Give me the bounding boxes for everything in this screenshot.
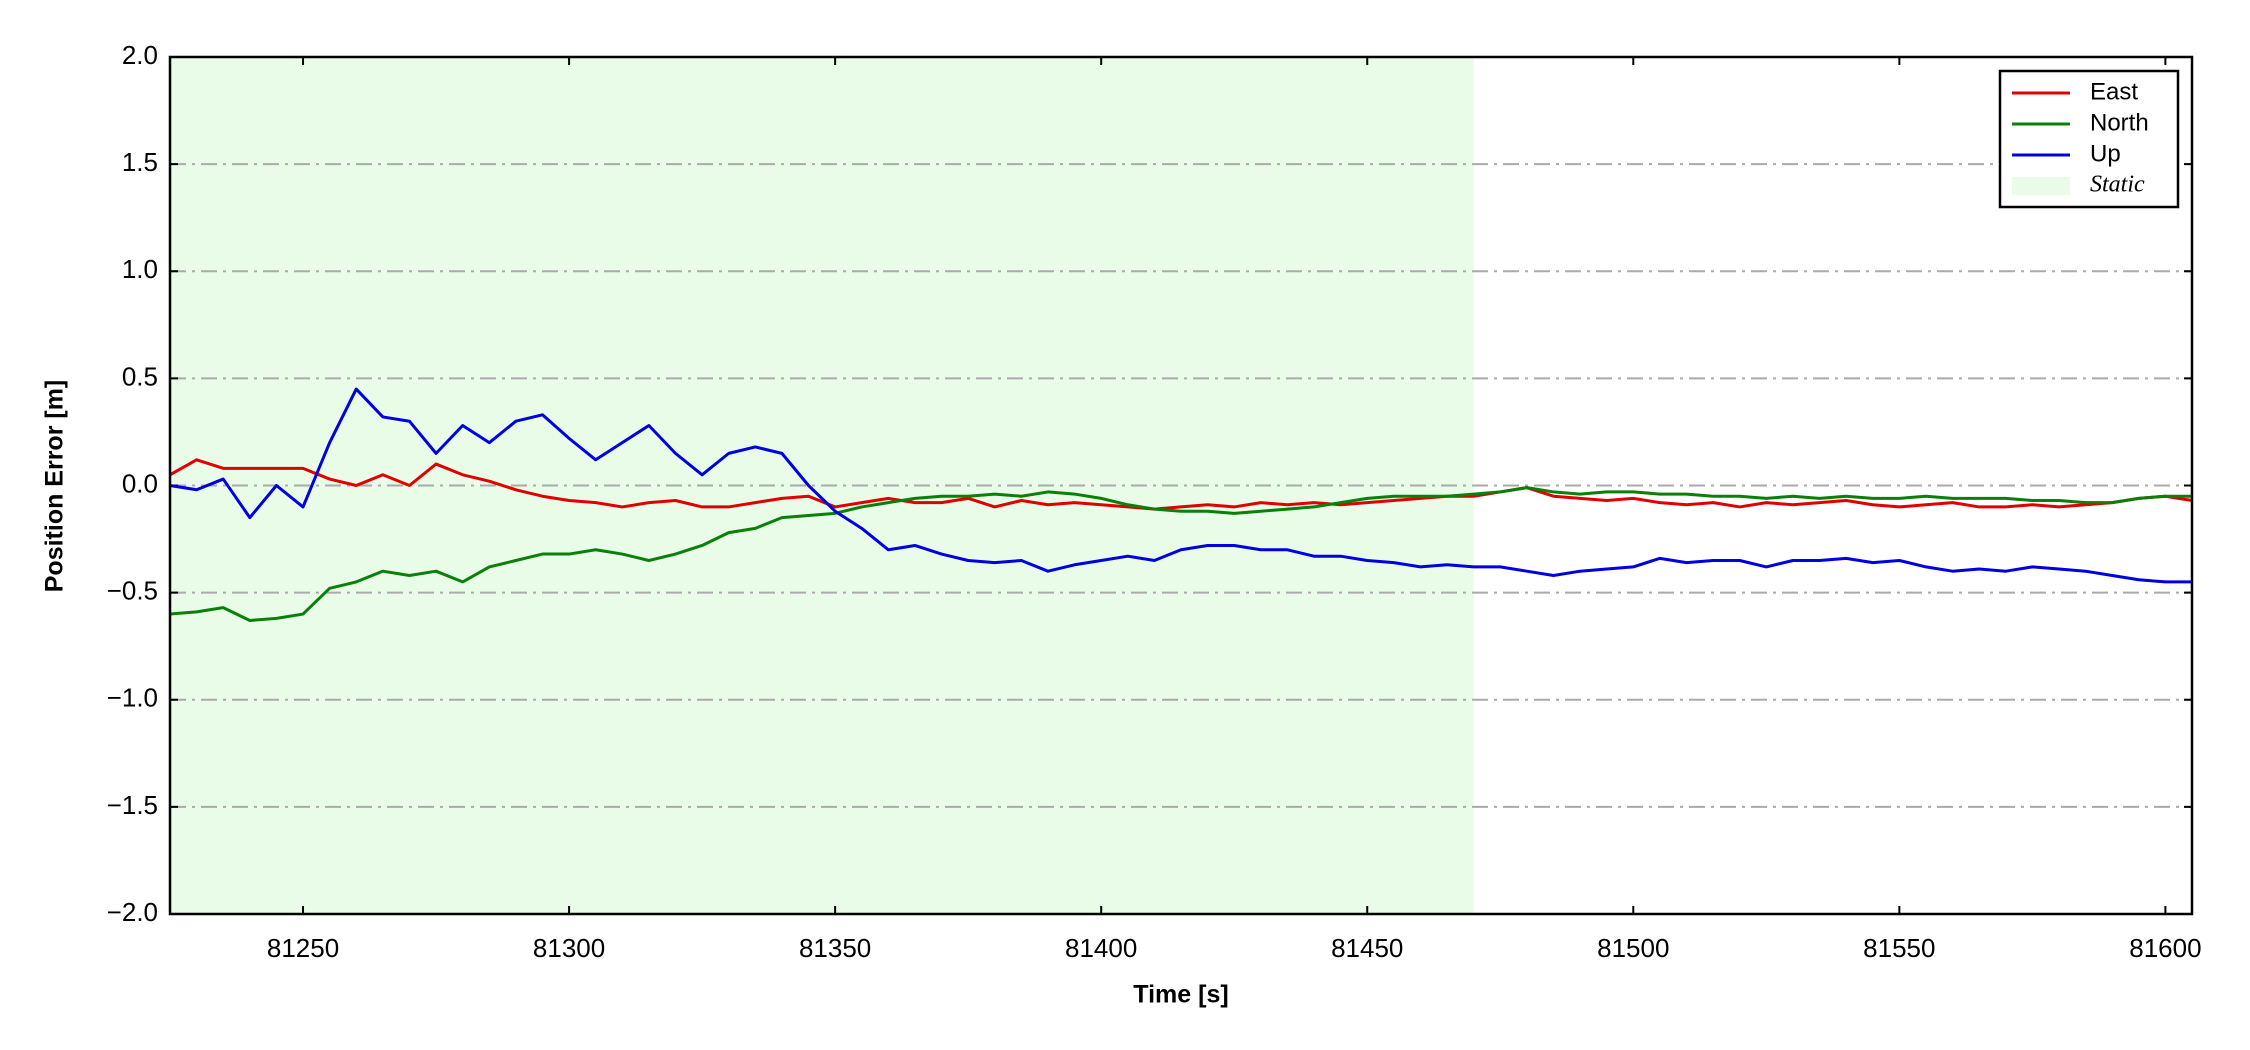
line-series [169, 486, 2192, 622]
x-tick-label: 81600 [2129, 933, 2201, 963]
y-tick-label: −2.0 [107, 897, 158, 927]
y-tick-label: −1.5 [107, 790, 158, 820]
x-tick-label: 81550 [1863, 933, 1935, 963]
y-tick-label: −1.0 [107, 683, 158, 713]
line-series [169, 458, 2193, 511]
y-tick-label: 1.0 [122, 254, 158, 284]
y-tick-label: 2.0 [122, 40, 158, 70]
y-axis-label: Position Error [m] [41, 380, 69, 593]
x-axis-label: Time [s] [1133, 981, 1228, 1009]
legend-swatch [2012, 177, 2070, 195]
y-tick-label: −0.5 [107, 576, 158, 606]
legend-label: North [2090, 109, 2149, 136]
y-tick-label: 0.5 [122, 361, 158, 391]
line-series [169, 387, 2192, 584]
x-tick-label: 81400 [1065, 933, 1137, 963]
x-tick-label: 81450 [1331, 933, 1403, 963]
y-tick-label: 1.5 [122, 147, 158, 177]
x-tick-label: 81300 [533, 933, 605, 963]
y-tick-label: 0.0 [122, 468, 158, 498]
legend-label: Up [2090, 140, 2121, 167]
x-tick-label: 81500 [1597, 933, 1669, 963]
legend-label: East [2090, 78, 2138, 105]
plot-frame [168, 55, 2194, 916]
legend-label: Static [2090, 172, 2145, 198]
x-tick-label: 81350 [799, 933, 871, 963]
x-tick-label: 81250 [267, 933, 339, 963]
